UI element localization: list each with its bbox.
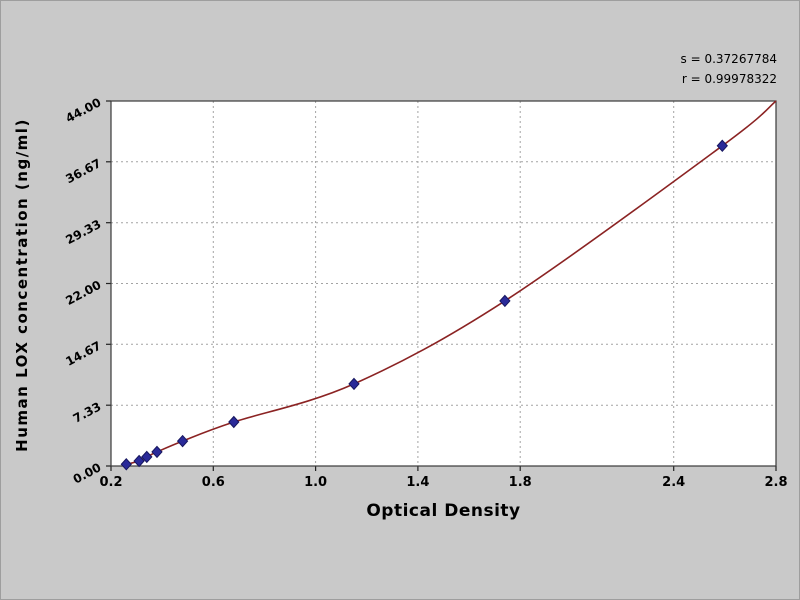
data-point-marker: [176, 434, 189, 448]
data-point-marker: [141, 450, 153, 464]
data-point-marker: [348, 377, 360, 391]
data-point-marker: [133, 454, 145, 468]
x-tick-label: 1.8: [509, 475, 532, 490]
data-point-marker: [151, 445, 163, 459]
x-tick-label: 1.0: [304, 475, 327, 490]
y-tick-label: 29.33: [63, 217, 103, 247]
y-tick-label: 22.00: [63, 278, 103, 308]
data-point-marker: [120, 458, 132, 471]
x-tick-label: 1.4: [406, 475, 429, 490]
data-point-marker: [716, 139, 728, 153]
x-axis-title: Optical Density: [366, 501, 521, 521]
fit-stats: s = 0.37267784 r = 0.99978322: [681, 49, 777, 89]
y-tick-label: 44.00: [63, 95, 103, 125]
stat-r-value: r = 0.99978322: [681, 72, 777, 86]
x-tick-label: 2.4: [662, 475, 685, 490]
y-tick-label: 7.33: [71, 399, 104, 425]
x-tick-label: 0.6: [202, 475, 225, 490]
data-point-marker: [499, 294, 511, 308]
y-tick-label: 36.67: [63, 156, 103, 186]
x-tick-label: 2.8: [764, 475, 787, 490]
plot-border: [110, 100, 777, 467]
data-point-marker: [228, 415, 240, 429]
stat-s-value: s = 0.37267784: [680, 52, 777, 66]
y-tick-label: 14.67: [63, 339, 103, 369]
x-tick-label: 0.2: [99, 475, 122, 490]
